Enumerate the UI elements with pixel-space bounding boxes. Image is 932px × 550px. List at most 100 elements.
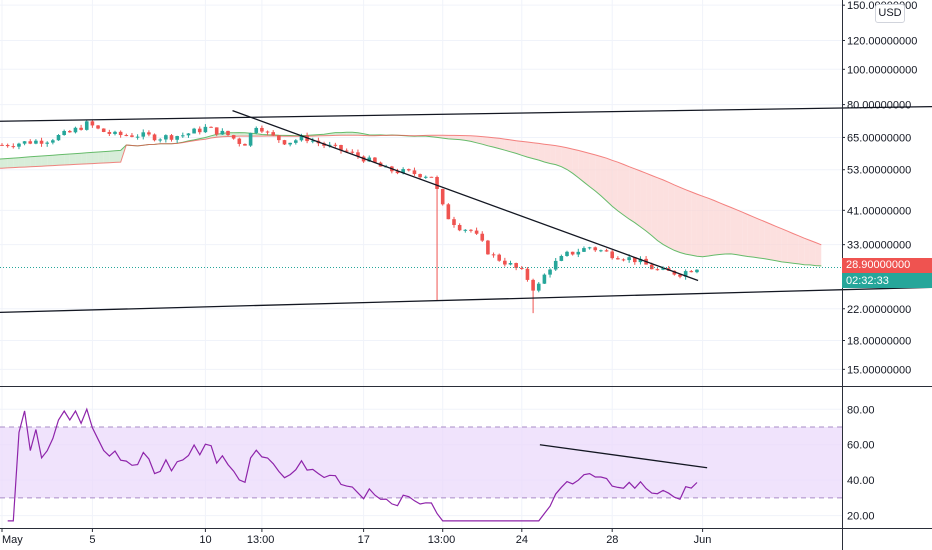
candle-body[interactable] bbox=[457, 225, 462, 231]
candle-body[interactable] bbox=[542, 274, 547, 284]
candle-body[interactable] bbox=[107, 131, 112, 134]
candle-body[interactable] bbox=[310, 140, 315, 142]
upper-channel-line[interactable] bbox=[0, 105, 932, 122]
candle-body[interactable] bbox=[299, 135, 304, 141]
candle-body[interactable] bbox=[169, 135, 174, 140]
candle-body[interactable] bbox=[497, 254, 501, 261]
candle-body[interactable] bbox=[152, 134, 157, 141]
candle-body[interactable] bbox=[39, 140, 44, 144]
candle-body[interactable] bbox=[181, 135, 185, 137]
candle-body[interactable] bbox=[593, 247, 598, 251]
candle-body[interactable] bbox=[480, 233, 485, 241]
candle-body[interactable] bbox=[141, 132, 146, 137]
candle-body[interactable] bbox=[604, 250, 609, 252]
candle-body[interactable] bbox=[130, 135, 134, 137]
candle-body[interactable] bbox=[51, 140, 55, 143]
candle-body[interactable] bbox=[124, 135, 129, 137]
candle-body[interactable] bbox=[570, 251, 575, 255]
candle-body[interactable] bbox=[118, 131, 123, 136]
candle-body[interactable] bbox=[616, 258, 620, 260]
candle-body[interactable] bbox=[344, 150, 349, 152]
candle-body[interactable] bbox=[101, 128, 106, 132]
candle-body[interactable] bbox=[68, 131, 72, 133]
candle-body[interactable] bbox=[220, 130, 225, 135]
candle-body[interactable] bbox=[423, 176, 428, 178]
candle-body[interactable] bbox=[164, 135, 168, 140]
candle-body[interactable] bbox=[56, 135, 61, 141]
candle-body[interactable] bbox=[587, 247, 592, 249]
candle-body[interactable] bbox=[553, 260, 558, 270]
candle-body[interactable] bbox=[633, 257, 637, 263]
candle-body[interactable] bbox=[5, 144, 10, 147]
candle-body[interactable] bbox=[277, 135, 281, 141]
candle-body[interactable] bbox=[429, 176, 434, 178]
candle-body[interactable] bbox=[197, 128, 202, 133]
candle-body[interactable] bbox=[655, 269, 660, 271]
candle-body[interactable] bbox=[45, 142, 49, 144]
candle-body[interactable] bbox=[22, 141, 27, 144]
candle-body[interactable] bbox=[34, 140, 38, 144]
currency-button[interactable]: USD bbox=[875, 4, 905, 23]
candle-body[interactable] bbox=[395, 171, 400, 174]
candle-body[interactable] bbox=[209, 126, 213, 128]
candle-body[interactable] bbox=[536, 283, 541, 291]
candle-body[interactable] bbox=[565, 251, 569, 256]
candle-body[interactable] bbox=[260, 127, 264, 132]
candle-body[interactable] bbox=[514, 263, 518, 268]
descending-trendline[interactable] bbox=[232, 110, 699, 282]
candle-body[interactable] bbox=[84, 121, 89, 130]
candle-body[interactable] bbox=[683, 271, 688, 277]
candle-body[interactable] bbox=[373, 157, 377, 163]
candle-body[interactable] bbox=[28, 141, 33, 144]
candle-body[interactable] bbox=[254, 127, 259, 133]
candle-body[interactable] bbox=[367, 157, 372, 162]
candle-body[interactable] bbox=[192, 128, 196, 134]
candle-body[interactable] bbox=[661, 268, 665, 270]
candle-body[interactable] bbox=[79, 127, 83, 130]
lower-channel-line[interactable] bbox=[0, 286, 932, 314]
candle-body[interactable] bbox=[96, 125, 100, 129]
candle-body[interactable] bbox=[469, 229, 473, 231]
candle-body[interactable] bbox=[73, 127, 78, 133]
candle-body[interactable] bbox=[113, 131, 117, 134]
candle-body[interactable] bbox=[226, 130, 230, 136]
candle-body[interactable] bbox=[248, 132, 253, 146]
candle-body[interactable] bbox=[463, 229, 468, 231]
candle-body[interactable] bbox=[627, 257, 631, 261]
candle-body[interactable] bbox=[599, 250, 603, 252]
candle-body[interactable] bbox=[559, 255, 564, 261]
candle-body[interactable] bbox=[11, 146, 16, 148]
candle-body[interactable] bbox=[649, 264, 654, 270]
candle-body[interactable] bbox=[158, 139, 162, 141]
candle-body[interactable] bbox=[186, 133, 191, 136]
candle-body[interactable] bbox=[576, 251, 581, 255]
candle-body[interactable] bbox=[418, 174, 422, 178]
candle-body[interactable] bbox=[638, 258, 643, 263]
candle-body[interactable] bbox=[474, 230, 479, 234]
candle-body[interactable] bbox=[356, 152, 360, 157]
candle-body[interactable] bbox=[672, 270, 677, 275]
candle-body[interactable] bbox=[282, 140, 287, 145]
candle-body[interactable] bbox=[350, 151, 355, 153]
candle-body[interactable] bbox=[412, 170, 417, 175]
rsi-divergence-line[interactable] bbox=[539, 444, 708, 469]
candle-body[interactable] bbox=[288, 142, 292, 145]
candle-body[interactable] bbox=[440, 188, 445, 205]
candle-body[interactable] bbox=[90, 121, 95, 126]
candle-body[interactable] bbox=[17, 143, 21, 147]
candle-body[interactable] bbox=[243, 143, 247, 146]
candle-body[interactable] bbox=[435, 177, 439, 189]
candle-body[interactable] bbox=[237, 138, 242, 144]
candle-body[interactable] bbox=[62, 131, 66, 136]
candle-body[interactable] bbox=[0, 144, 4, 146]
candle-body[interactable] bbox=[231, 135, 236, 139]
candle-body[interactable] bbox=[339, 145, 343, 151]
candle-body[interactable] bbox=[294, 140, 298, 143]
candle-body[interactable] bbox=[582, 248, 586, 252]
candle-body[interactable] bbox=[147, 132, 151, 135]
candle-body[interactable] bbox=[695, 269, 699, 273]
candle-body[interactable] bbox=[610, 251, 614, 259]
candle-body[interactable] bbox=[678, 274, 682, 277]
candle-body[interactable] bbox=[446, 204, 451, 220]
